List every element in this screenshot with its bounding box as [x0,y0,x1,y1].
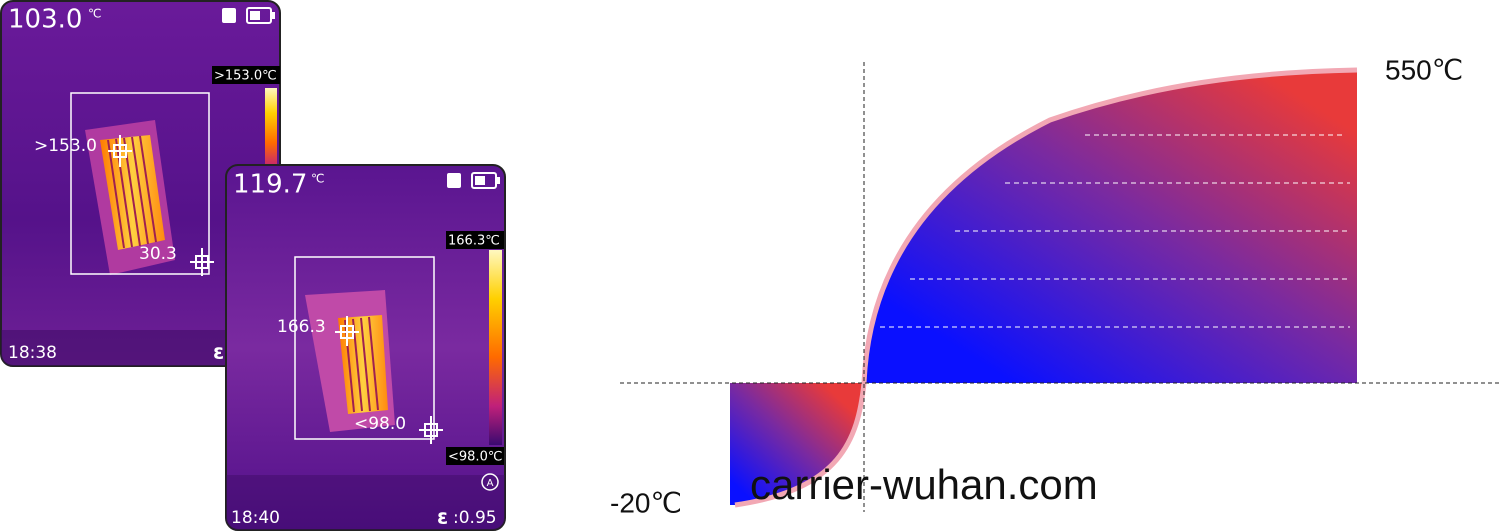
range-diagram: 550℃ -20℃ carrier-wuhan.com [610,54,1500,518]
unit: ℃ [311,172,324,186]
response-curve [734,67,1358,508]
emissivity-symbol: ε [437,505,448,529]
max-range-label: 550℃ [1385,54,1463,85]
crosshair [335,316,359,346]
max-label-bg [446,231,504,249]
floor [226,475,505,530]
emissivity: :0.95 [453,508,497,528]
crosshair [190,248,214,276]
center-temperature: 119.7 [233,170,307,200]
emissivity-symbol: ε [213,340,224,364]
watermark: carrier-wuhan.com [750,461,1098,508]
min-range-label: -20℃ [610,487,682,518]
color-bar [265,88,277,188]
status-icons [447,172,500,189]
high-range-area [865,70,1357,383]
spot-max: >153.0 [34,136,97,156]
mode-icon [481,473,499,491]
thermal-screen-2: 166.3℃ <98.0℃ 119.7 ℃ 166.3 <98.0 A 18:4… [225,164,506,531]
max-label: >153.0℃ [214,69,277,84]
time: 18:40 [231,508,280,528]
measure-box [294,256,435,440]
time: 18:38 [8,343,57,363]
unit: ℃ [88,7,101,21]
max-label-bg [212,66,280,84]
min-label: <98.0℃ [448,450,502,465]
spot-min: 30.3 [139,244,177,264]
color-bar [489,250,502,445]
measure-box [70,92,210,275]
min-label-bg [446,447,504,465]
spot-max: 166.3 [277,317,326,337]
spot-min: <98.0 [354,414,406,434]
max-label: 166.3℃ [448,234,500,249]
center-temperature: 103.0 [8,5,82,35]
level-lines [880,134,1350,328]
crosshair [419,416,443,444]
low-range-area [730,383,862,505]
crosshair [108,135,132,167]
mode: A [487,478,494,489]
status-icons [222,7,275,24]
